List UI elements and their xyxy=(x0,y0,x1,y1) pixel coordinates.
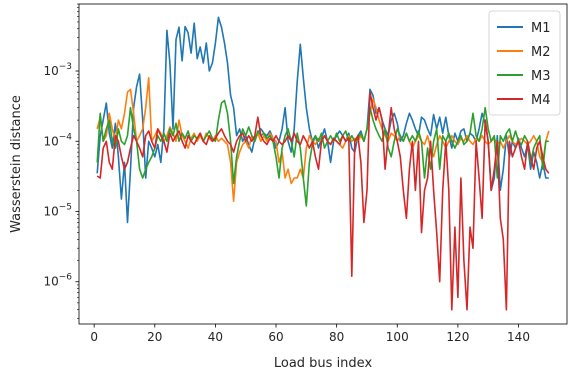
x-tick-label: 20 xyxy=(147,330,162,344)
x-tick-label: 120 xyxy=(446,330,469,344)
x-tick-label: 60 xyxy=(268,330,283,344)
x-tick-label: 100 xyxy=(386,330,409,344)
y-axis-ticks: 10−6 10−5 10−4 10−3 xyxy=(43,3,79,319)
x-tick-label: 0 xyxy=(90,330,98,344)
axes-frame xyxy=(78,3,568,325)
y-tick-label: 10−5 xyxy=(43,202,72,218)
legend-box xyxy=(488,10,561,116)
x-tick-label: 140 xyxy=(507,330,530,344)
y-tick-label: 10−3 xyxy=(43,62,72,78)
legend-label-m2: M2 xyxy=(531,45,551,60)
legend: M1 M2 M3 M4 xyxy=(488,10,561,116)
x-tick-label: 80 xyxy=(329,330,344,344)
legend-label-m4: M4 xyxy=(531,93,551,108)
series-line-m3 xyxy=(96,99,549,207)
series-line-m4 xyxy=(96,91,550,311)
y-tick-label: 10−4 xyxy=(43,132,72,148)
x-axis-label: Load bus index xyxy=(274,356,373,371)
series-line-m1 xyxy=(96,16,549,224)
series-layer xyxy=(96,16,550,311)
y-axis-label: Wasserstein distance xyxy=(9,95,24,233)
legend-label-m3: M3 xyxy=(531,69,551,84)
x-tick-label: 40 xyxy=(208,330,223,344)
x-axis-ticks: 0 20 40 60 80 100 120 140 xyxy=(90,324,530,344)
legend-label-m1: M1 xyxy=(531,21,551,36)
y-tick-label: 10−6 xyxy=(43,273,72,289)
